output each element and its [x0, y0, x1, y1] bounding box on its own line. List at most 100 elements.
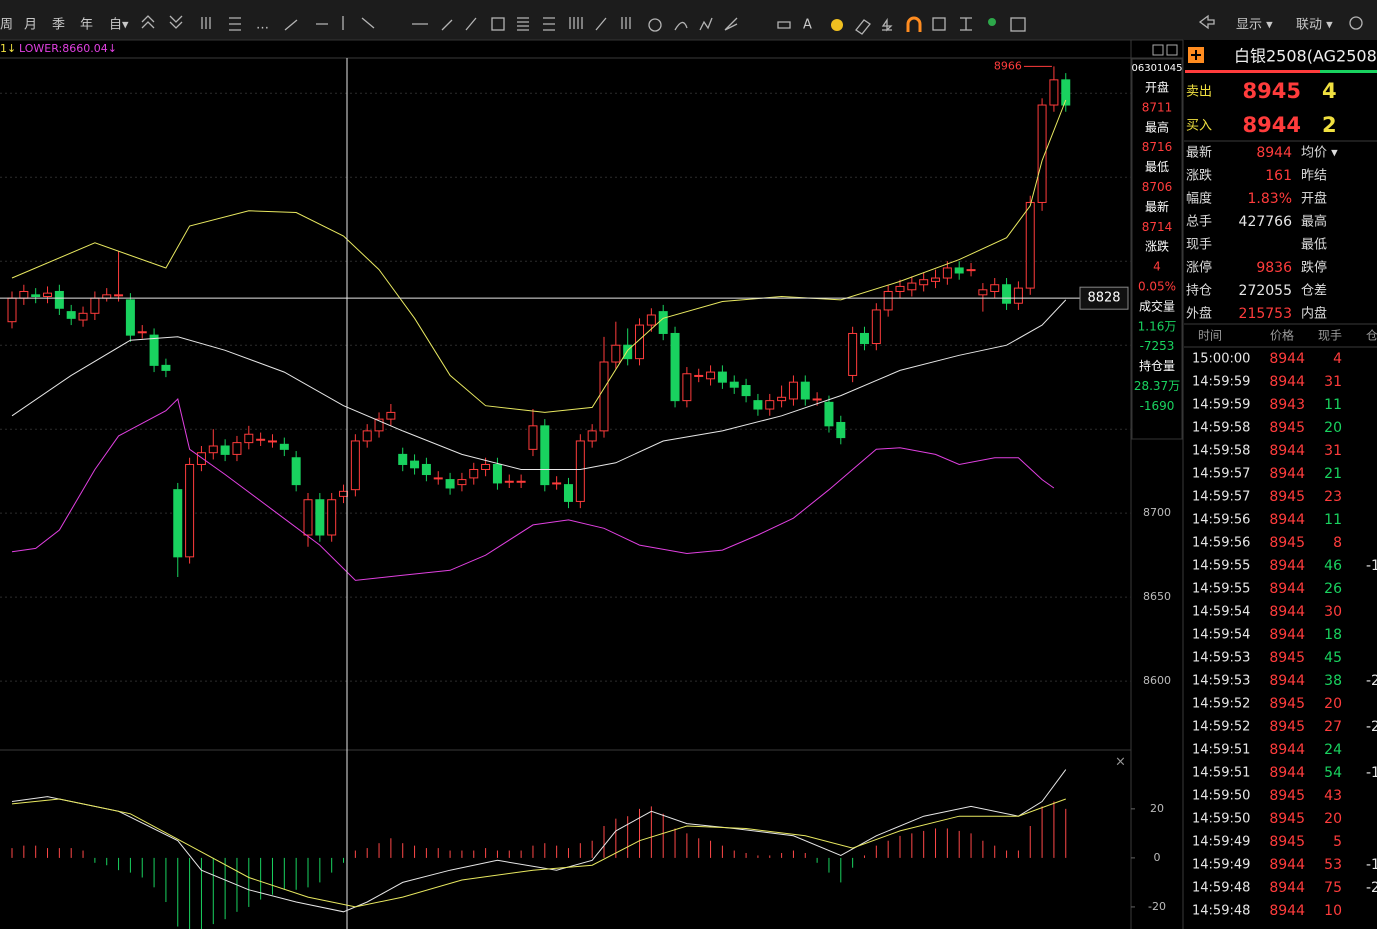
toolbar-link[interactable]: 联动 ▾: [1296, 18, 1333, 33]
quote-label: 均价 ▾: [1301, 146, 1338, 161]
tick-volume: 75: [1324, 880, 1342, 896]
candle-body: [173, 489, 183, 558]
macd-chart: 20 0 -20: [11, 769, 1166, 929]
candle-body: [78, 312, 88, 321]
tick-volume: 10: [1324, 903, 1342, 919]
tick-time: 14:59:57: [1192, 467, 1250, 482]
candle-body: [765, 400, 775, 410]
tick-time: 15:00:00: [1192, 352, 1250, 367]
indicator-line: [11, 299, 1067, 470]
toolbar-icons: A: [141, 14, 1363, 35]
candle-body: [516, 480, 526, 483]
candle-body: [540, 425, 550, 486]
tick-time: 14:59:59: [1192, 398, 1250, 413]
quote-label: 最高: [1301, 214, 1327, 230]
toolbar-item[interactable]: …: [256, 18, 269, 33]
side-info-item: -7253: [1140, 339, 1175, 353]
y-tick-label: -20: [1148, 900, 1166, 913]
tick-volume: 30: [1324, 604, 1342, 620]
close-pane[interactable]: ×: [1115, 755, 1126, 770]
candle-body: [552, 482, 562, 485]
tick-volume: 5: [1333, 834, 1342, 850]
tick-oi: -2: [1366, 880, 1377, 896]
tick-price: 8943: [1269, 397, 1305, 413]
icon-smile: [831, 19, 843, 31]
tick-volume: 26: [1324, 581, 1342, 597]
y-tick-label: 8650: [1143, 590, 1171, 603]
candle-body: [398, 453, 408, 465]
candle-body: [563, 484, 573, 502]
quote-label: 最新: [1186, 145, 1212, 161]
tick-time: 14:59:51: [1192, 766, 1250, 781]
quote-panel: 白银2508(AG2508) 卖出 8945 4 买入 8944 2 最新 894…: [1184, 47, 1377, 919]
candle-body: [942, 267, 952, 279]
tick-volume: 23: [1324, 489, 1342, 505]
candle-body: [185, 463, 195, 558]
candle-body: [623, 344, 633, 360]
toolbar-item[interactable]: 自▾: [109, 18, 129, 33]
quote-label: 涨跌: [1186, 168, 1212, 184]
candle-body: [824, 401, 834, 427]
table-header: 现手: [1318, 329, 1342, 343]
quote-label: 内盘: [1301, 306, 1327, 322]
candle-body: [931, 277, 941, 282]
quote-title: 白银2508(AG2508): [1234, 47, 1377, 66]
candle-body: [859, 332, 869, 345]
indicator-line: [11, 769, 1067, 913]
tick-price: 8945: [1269, 811, 1305, 827]
quote-value: 161: [1265, 168, 1292, 184]
candle-body: [777, 396, 787, 402]
candle-body: [279, 443, 289, 450]
candle-body: [66, 311, 76, 319]
candle-body: [919, 279, 929, 286]
bid-ask-bar: [1185, 70, 1320, 73]
indicator-line: [11, 99, 1067, 413]
sell-price: 8945: [1243, 79, 1301, 103]
tick-time: 14:59:48: [1192, 904, 1250, 919]
candle-body: [528, 425, 538, 450]
candle-body: [895, 285, 905, 292]
toolbar-display[interactable]: 显示 ▾: [1236, 18, 1273, 33]
side-info-item: 最新: [1145, 199, 1169, 214]
crosshair-label: 8828: [1087, 291, 1120, 306]
candle-body: [575, 440, 585, 502]
toolbar-item[interactable]: 年: [80, 18, 93, 33]
candle-body: [457, 479, 467, 486]
toolbar-item[interactable]: 周: [0, 18, 13, 33]
tick-price: 8944: [1269, 351, 1305, 367]
candle-body: [256, 438, 266, 441]
tick-volume: 27: [1324, 719, 1342, 735]
candle-body: [481, 463, 491, 471]
buy-price: 8944: [1243, 113, 1301, 137]
high-label: 8966: [994, 59, 1022, 72]
tick-price: 8944: [1269, 857, 1305, 873]
table-header: 价格: [1270, 328, 1294, 343]
candle-body: [788, 381, 798, 400]
tick-time: 14:59:53: [1192, 651, 1250, 666]
indicator-line: [11, 798, 1066, 908]
candle-body: [196, 452, 206, 465]
candle-body: [350, 440, 360, 491]
toolbar-item[interactable]: 季: [52, 18, 65, 33]
icon-club: [988, 18, 996, 26]
candle-body: [753, 400, 763, 410]
candle-body: [149, 334, 159, 366]
tick-time: 14:59:54: [1192, 628, 1250, 643]
quote-label: 幅度: [1186, 191, 1212, 207]
tick-time: 14:59:57: [1192, 490, 1250, 505]
candle-body: [54, 290, 64, 309]
tick-price: 8945: [1269, 788, 1305, 804]
candle-body: [433, 477, 443, 480]
sell-label: 卖出: [1186, 85, 1212, 100]
candle-body: [954, 267, 964, 274]
buy-label: 买入: [1186, 119, 1212, 134]
side-info-item: 0.05%: [1138, 280, 1176, 294]
tick-oi: -1: [1366, 765, 1377, 781]
toolbar-item[interactable]: 月: [24, 18, 37, 33]
candle-body: [1061, 79, 1071, 106]
tick-volume: 18: [1324, 627, 1342, 643]
candle-body: [208, 445, 218, 454]
candle-body: [800, 381, 810, 400]
tick-time: 14:59:50: [1192, 789, 1250, 804]
icon-text: A: [803, 18, 812, 33]
